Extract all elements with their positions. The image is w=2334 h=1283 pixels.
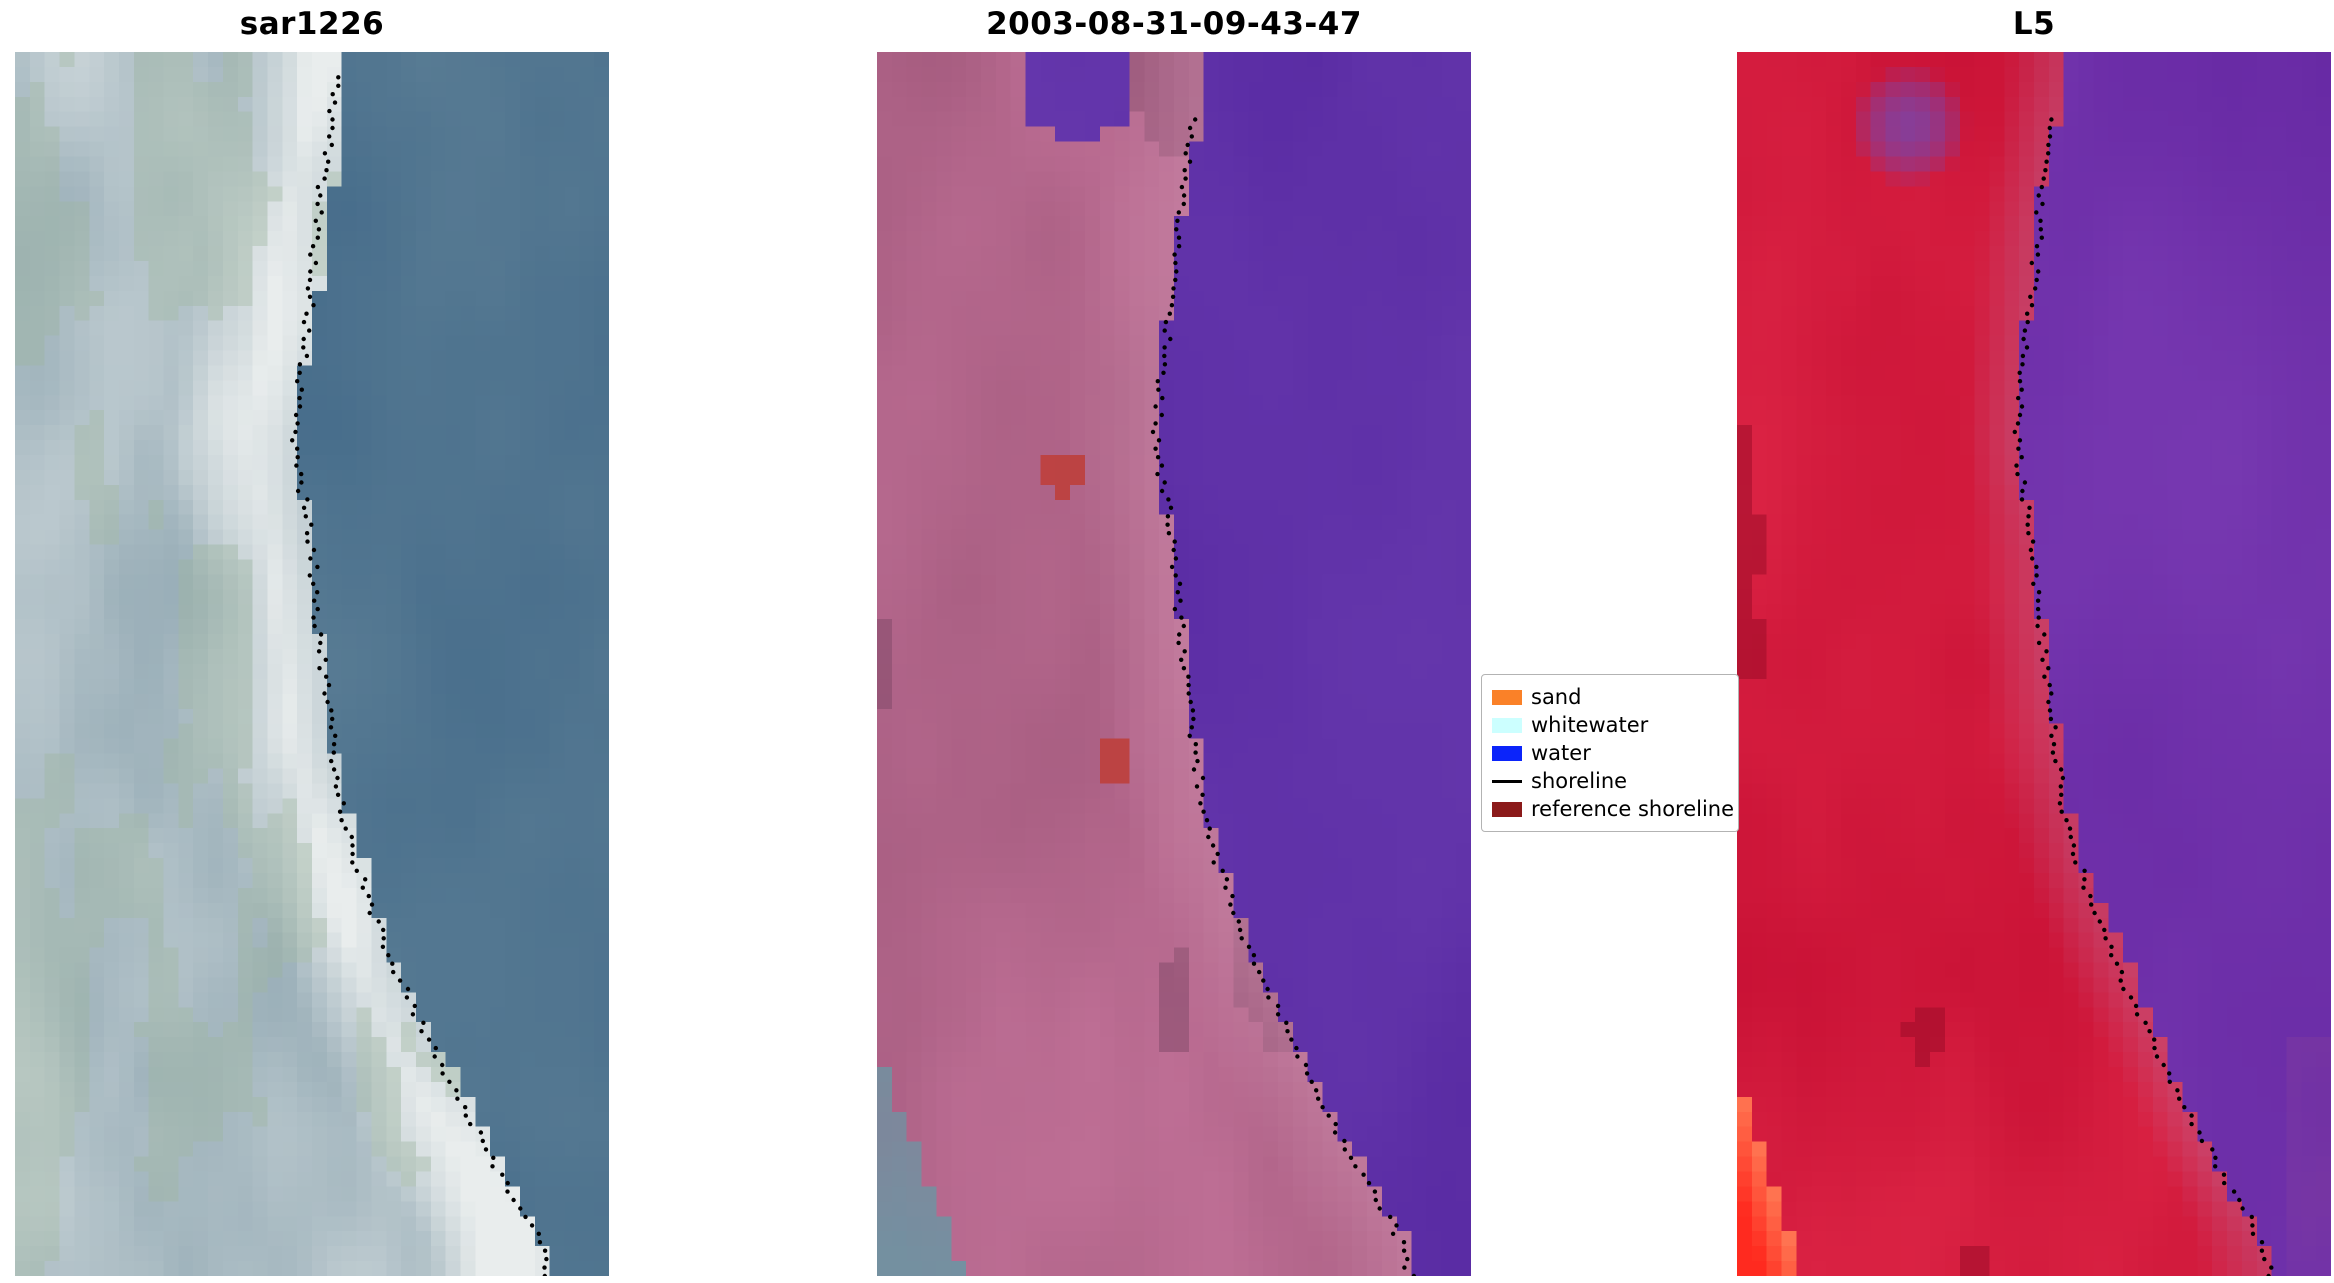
l5-satellite-image — [1737, 52, 2331, 1276]
legend-item-reference-shoreline: reference shoreline — [1492, 795, 1738, 823]
legend-item-whitewater: whitewater — [1492, 711, 1738, 739]
legend-label: shoreline — [1531, 769, 1628, 793]
sar1226-satellite-image — [15, 52, 609, 1276]
reference-shoreline-swatch — [1492, 801, 1522, 817]
legend-item-water: water — [1492, 739, 1738, 767]
water-swatch — [1492, 745, 1522, 761]
l5-image-area — [1737, 52, 2331, 1276]
panel-classified: 2003-08-31-09-43-47 — [877, 0, 1471, 1283]
classified-image-area — [877, 52, 1471, 1276]
legend-label: water — [1531, 741, 1591, 765]
legend-item-sand: sand — [1492, 683, 1738, 711]
legend-label: sand — [1531, 685, 1582, 709]
panel-title-sar1226: sar1226 — [239, 6, 385, 42]
legend: sand whitewater water shoreline reference sh… — [1481, 674, 1739, 832]
legend-item-shoreline: shoreline — [1492, 767, 1738, 795]
panel-l5: L5 — [1737, 0, 2331, 1283]
classified-image — [877, 52, 1471, 1276]
whitewater-swatch — [1492, 717, 1522, 733]
panel-sar1226: sar1226 — [15, 0, 609, 1283]
legend-label: whitewater — [1531, 713, 1649, 737]
sand-swatch — [1492, 689, 1522, 705]
sar1226-image-area — [15, 52, 609, 1276]
shoreline-swatch — [1492, 779, 1522, 783]
legend-label: reference shoreline — [1531, 797, 1735, 821]
panel-title-classified: 2003-08-31-09-43-47 — [986, 6, 1362, 42]
panel-title-l5: L5 — [2012, 6, 2056, 42]
